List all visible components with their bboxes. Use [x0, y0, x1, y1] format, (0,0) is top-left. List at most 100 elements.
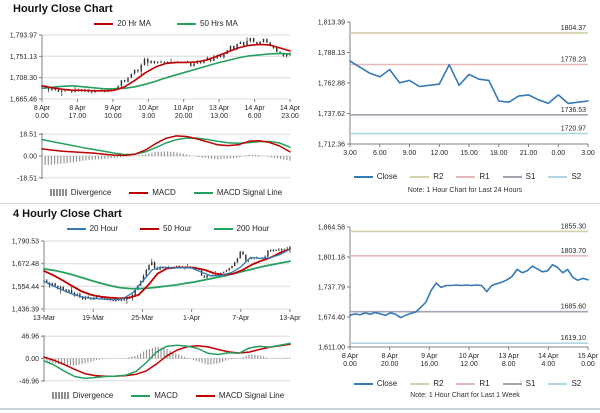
legend-label: R1	[479, 172, 490, 181]
four-hourly-macd-chart: 46.96 0.00 -46.96	[19, 334, 291, 385]
svg-text:18.51: 18.51	[19, 132, 37, 139]
svg-text:9 Apr: 9 Apr	[105, 105, 122, 112]
legend-item-s1: S1	[502, 379, 535, 388]
line-swatch	[140, 227, 160, 230]
svg-text:16.00: 16.00	[421, 361, 439, 368]
svg-text:1778.23: 1778.23	[561, 57, 586, 64]
svg-text:9.00: 9.00	[403, 150, 417, 157]
legend-item-divergence: Divergence	[49, 188, 112, 197]
svg-text:0.00: 0.00	[23, 154, 37, 161]
svg-text:1-Apr: 1-Apr	[183, 315, 201, 322]
svg-text:1804.37: 1804.37	[561, 25, 586, 32]
svg-text:1803.70: 1803.70	[561, 248, 586, 255]
svg-text:1,762.88: 1,762.88	[318, 81, 345, 88]
hourly-chart-title: Hourly Close Chart	[13, 3, 113, 15]
weekly-pivot-panel: 1,864.58 1,801.18 1,737.79 1,674.40 1,611.00…	[300, 205, 600, 408]
line-swatch	[129, 191, 149, 194]
svg-text:1736.53: 1736.53	[561, 107, 586, 114]
line-swatch	[410, 175, 430, 178]
svg-text:23.00: 23.00	[281, 113, 299, 120]
svg-text:13 Apr: 13 Apr	[209, 105, 230, 112]
line-swatch	[131, 394, 151, 397]
svg-text:20.00: 20.00	[381, 361, 399, 368]
svg-text:6.00: 6.00	[373, 150, 387, 157]
svg-text:-46.96: -46.96	[19, 378, 39, 385]
line-swatch	[502, 382, 522, 385]
svg-text:4.00: 4.00	[541, 361, 555, 368]
legend-item-s2: S2	[548, 379, 581, 388]
svg-text:15 Apr: 15 Apr	[578, 353, 599, 360]
svg-text:25-Mar: 25-Mar	[131, 315, 154, 322]
svg-text:21.00: 21.00	[520, 150, 538, 157]
legend-item-50-hour: 50 Hour	[140, 224, 192, 233]
legend-item-macd-signal-line: MACD Signal Line	[195, 391, 285, 400]
line-swatch	[94, 22, 114, 25]
line-swatch	[177, 22, 196, 25]
svg-text:1,737.79: 1,737.79	[318, 285, 345, 292]
line-swatch	[456, 175, 476, 178]
svg-text:3.00: 3.00	[343, 150, 357, 157]
four-hourly-chart-title: 4 Hourly Close Chart	[13, 208, 122, 220]
svg-text:1855.30: 1855.30	[561, 223, 586, 230]
svg-text:14 Apr: 14 Apr	[538, 353, 559, 360]
svg-text:18.00: 18.00	[490, 150, 508, 157]
svg-text:1685.60: 1685.60	[561, 304, 586, 311]
legend-label: Divergence	[70, 188, 112, 197]
svg-text:8.00: 8.00	[502, 361, 516, 368]
svg-text:14 Apr: 14 Apr	[244, 105, 265, 112]
divergence-bars-swatch	[49, 189, 67, 196]
svg-text:10.00: 10.00	[104, 113, 122, 120]
legend-label: MACD Signal Line	[216, 188, 283, 197]
svg-text:13.00: 13.00	[210, 113, 228, 120]
four-hourly-close-chart-panel: 4 Hourly Close Chart 20 Hour 50 Hour 200 H…	[0, 205, 301, 408]
svg-text:1619.10: 1619.10	[561, 335, 586, 342]
svg-text:0.00: 0.00	[581, 361, 595, 368]
legend-item-200-hour: 200 Hour	[213, 224, 269, 233]
svg-text:20.00: 20.00	[175, 113, 193, 120]
hourly-price-chart: 1,793.971,751.131,708.301,665.468 Apr0.0…	[10, 33, 301, 121]
svg-text:13 Apr: 13 Apr	[499, 353, 520, 360]
svg-text:1,712.36: 1,712.36	[318, 142, 345, 149]
section-divider	[0, 203, 600, 204]
legend-item-macd: MACD	[131, 391, 178, 400]
svg-text:9 Apr: 9 Apr	[421, 353, 438, 360]
line-swatch	[213, 227, 233, 230]
line-swatch	[193, 191, 213, 194]
legend-label: MACD	[152, 188, 176, 197]
hourly-pivot-legend: Close R2 R1 S1 S2	[345, 172, 590, 181]
svg-text:10 Apr: 10 Apr	[459, 353, 480, 360]
hourly-pivot-chart: 1,813.39 1,788.13 1,762.88 1,737.62 1,712.36…	[318, 20, 595, 158]
legend-label: R1	[479, 379, 490, 388]
svg-text:19-Mar: 19-Mar	[82, 315, 105, 322]
bottom-divider	[0, 408, 600, 410]
svg-text:1,751.13: 1,751.13	[10, 54, 37, 61]
legend-label: MACD Signal Line	[218, 391, 285, 400]
svg-text:7-Apr: 7-Apr	[232, 315, 250, 322]
legend-label: R2	[433, 379, 444, 388]
legend-item-50-hrs-ma: 50 Hrs MA	[177, 19, 238, 28]
legend-label: S1	[525, 172, 536, 181]
svg-text:3.00: 3.00	[141, 113, 155, 120]
svg-text:0.00: 0.00	[343, 361, 357, 368]
svg-text:1,788.13: 1,788.13	[318, 50, 345, 57]
svg-text:1720.97: 1720.97	[561, 126, 586, 133]
legend-item-close: Close	[353, 172, 397, 181]
line-swatch	[353, 382, 373, 385]
svg-text:17.00: 17.00	[69, 113, 87, 120]
line-swatch	[66, 227, 86, 230]
svg-text:0.00: 0.00	[35, 113, 49, 120]
svg-text:15.00: 15.00	[460, 150, 478, 157]
hourly-pivot-panel: 1,813.39 1,788.13 1,762.88 1,737.62 1,712.36…	[300, 0, 600, 203]
svg-text:0.00: 0.00	[551, 150, 565, 157]
legend-label: 20 Hr MA	[117, 19, 151, 28]
svg-text:14 Apr: 14 Apr	[280, 105, 301, 112]
legend-label: Close	[376, 379, 398, 388]
svg-text:8 Apr: 8 Apr	[34, 105, 51, 112]
hourly-macd-chart: 18.51 0.00 -18.51	[17, 132, 291, 182]
svg-text:1,864.58: 1,864.58	[318, 225, 345, 232]
line-swatch	[548, 382, 568, 385]
legend-item-r2: R2	[410, 379, 443, 388]
svg-text:1,674.40: 1,674.40	[318, 315, 345, 322]
line-swatch	[548, 175, 568, 178]
svg-text:13-Mar: 13-Mar	[33, 315, 56, 322]
